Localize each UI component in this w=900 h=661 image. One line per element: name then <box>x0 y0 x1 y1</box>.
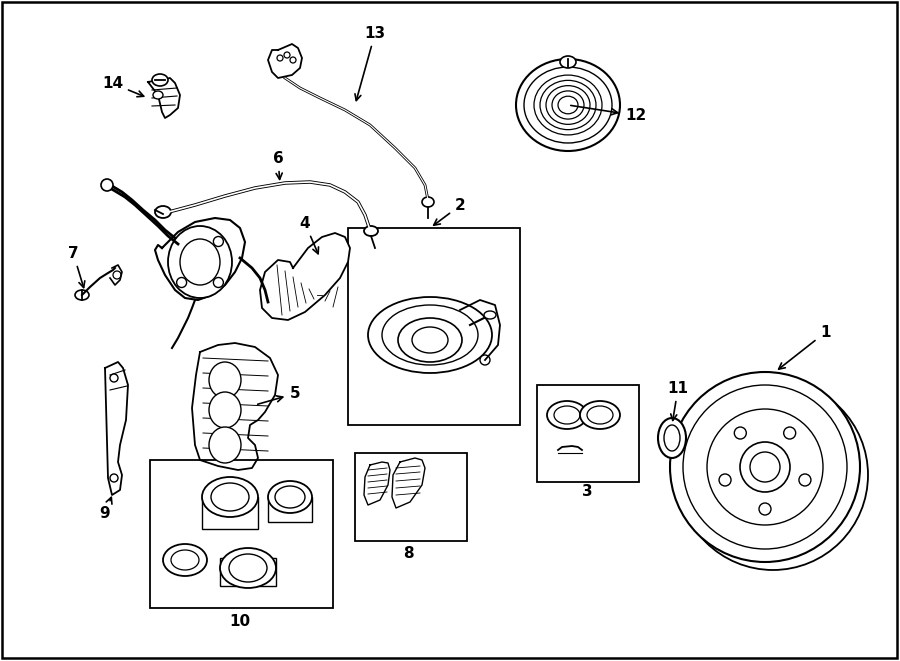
Ellipse shape <box>547 401 587 429</box>
Ellipse shape <box>546 86 590 124</box>
Ellipse shape <box>113 271 121 279</box>
Ellipse shape <box>176 278 186 288</box>
Ellipse shape <box>707 409 823 525</box>
Text: 2: 2 <box>434 198 465 225</box>
Text: 8: 8 <box>402 545 413 561</box>
Ellipse shape <box>484 311 496 319</box>
Ellipse shape <box>558 97 578 114</box>
Ellipse shape <box>268 481 312 513</box>
Bar <box>355 453 467 541</box>
Ellipse shape <box>284 52 290 58</box>
Ellipse shape <box>664 425 680 451</box>
Text: 11: 11 <box>668 381 688 420</box>
Text: 1: 1 <box>778 325 831 369</box>
Ellipse shape <box>719 474 731 486</box>
Ellipse shape <box>213 237 223 247</box>
Ellipse shape <box>678 380 868 570</box>
Polygon shape <box>364 462 390 505</box>
Ellipse shape <box>209 362 241 398</box>
Ellipse shape <box>587 406 613 424</box>
Ellipse shape <box>412 327 448 353</box>
Ellipse shape <box>580 401 620 429</box>
Ellipse shape <box>101 179 113 191</box>
Text: 3: 3 <box>581 485 592 500</box>
Ellipse shape <box>209 427 241 463</box>
Polygon shape <box>155 218 245 300</box>
Text: 4: 4 <box>300 216 319 254</box>
Ellipse shape <box>683 385 847 549</box>
Ellipse shape <box>202 477 258 517</box>
Polygon shape <box>268 44 302 78</box>
Polygon shape <box>192 343 278 470</box>
Ellipse shape <box>211 483 249 511</box>
Bar <box>268 497 312 522</box>
Ellipse shape <box>180 239 220 285</box>
Text: 5: 5 <box>257 386 301 405</box>
Ellipse shape <box>153 91 163 99</box>
Text: 9: 9 <box>100 497 112 521</box>
Bar <box>202 497 258 529</box>
Ellipse shape <box>516 59 620 151</box>
Ellipse shape <box>480 355 490 365</box>
Ellipse shape <box>275 486 305 508</box>
Ellipse shape <box>750 452 780 482</box>
Ellipse shape <box>734 427 746 439</box>
Ellipse shape <box>368 297 492 373</box>
Ellipse shape <box>670 372 860 562</box>
Ellipse shape <box>364 226 378 236</box>
Ellipse shape <box>534 75 602 135</box>
Ellipse shape <box>422 197 434 207</box>
Ellipse shape <box>220 548 276 588</box>
Ellipse shape <box>277 55 283 61</box>
Ellipse shape <box>554 406 580 424</box>
Ellipse shape <box>209 392 241 428</box>
Ellipse shape <box>398 318 462 362</box>
Text: 12: 12 <box>571 105 646 123</box>
Ellipse shape <box>759 503 771 515</box>
Ellipse shape <box>540 81 596 130</box>
Ellipse shape <box>658 418 686 458</box>
Ellipse shape <box>163 544 207 576</box>
Polygon shape <box>148 78 180 118</box>
Ellipse shape <box>552 91 584 119</box>
Polygon shape <box>105 362 128 495</box>
Ellipse shape <box>152 74 168 86</box>
Polygon shape <box>392 458 425 508</box>
Ellipse shape <box>155 206 171 218</box>
Ellipse shape <box>110 474 118 482</box>
Text: 7: 7 <box>68 246 85 288</box>
Ellipse shape <box>560 56 576 68</box>
Bar <box>348 228 520 425</box>
Polygon shape <box>260 233 350 320</box>
Text: 13: 13 <box>355 26 385 100</box>
Ellipse shape <box>213 278 223 288</box>
Ellipse shape <box>229 554 267 582</box>
Ellipse shape <box>75 290 89 300</box>
Ellipse shape <box>524 67 612 143</box>
Ellipse shape <box>799 474 811 486</box>
Ellipse shape <box>168 226 232 298</box>
Bar <box>537 385 639 482</box>
Ellipse shape <box>784 427 796 439</box>
Ellipse shape <box>171 550 199 570</box>
Ellipse shape <box>382 305 478 365</box>
Text: 10: 10 <box>230 615 250 629</box>
Ellipse shape <box>740 442 790 492</box>
Ellipse shape <box>110 374 118 382</box>
Text: 14: 14 <box>102 76 144 97</box>
Ellipse shape <box>290 57 296 63</box>
Text: 6: 6 <box>273 151 284 179</box>
Bar <box>150 460 333 608</box>
Bar <box>220 558 276 586</box>
